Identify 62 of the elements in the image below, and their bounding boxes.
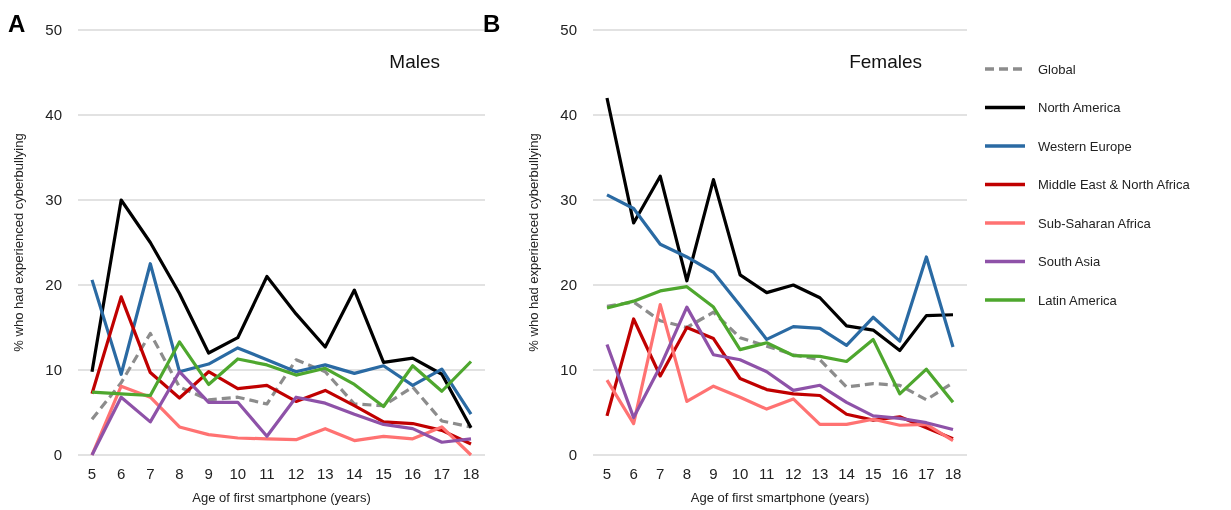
x-tick-label: 8 (175, 465, 184, 482)
x-tick-label: 6 (629, 465, 638, 482)
x-axis-title: Age of first smartphone (years) (690, 490, 870, 505)
y-tick-label: 50 (45, 21, 62, 39)
line-series (605, 193, 955, 349)
line-series (90, 262, 473, 416)
y-tick-label: 20 (560, 276, 577, 294)
legend-label: Middle East & North Africa (1038, 177, 1191, 193)
legend-label: Latin America (1038, 292, 1118, 308)
line-series (90, 370, 473, 457)
y-tick-label: 20 (45, 276, 62, 294)
x-tick-label: 7 (656, 465, 665, 482)
y-tick-label: 30 (560, 191, 577, 209)
x-tick-label: 13 (316, 465, 334, 482)
line-series (90, 295, 473, 446)
text: A (8, 10, 26, 37)
y-tick-label: 40 (45, 106, 62, 124)
x-tick-label: 18 (462, 465, 480, 482)
x-tick-label: 17 (433, 465, 451, 482)
x-tick-label: 17 (918, 465, 935, 482)
x-tick-label: 7 (146, 465, 155, 482)
x-tick-label: 13 (811, 465, 829, 482)
x-tick-label: 9 (204, 465, 213, 482)
x-tick-label: 11 (758, 465, 775, 482)
y-tick-label: 30 (45, 191, 62, 209)
annotation: B (483, 10, 501, 37)
y-tick-label: 10 (45, 361, 62, 379)
x-tick-label: 15 (375, 465, 392, 482)
y-tick-label: 50 (560, 21, 577, 39)
x-tick-label: 11 (259, 465, 275, 482)
legend-label: Western Europe (1038, 138, 1132, 154)
x-tick-label: 12 (784, 465, 802, 482)
y-tick-label: 10 (560, 361, 577, 379)
x-tick-label: 16 (404, 465, 422, 482)
y-tick-label: 0 (53, 446, 62, 464)
text: Females (849, 51, 922, 72)
x-tick-label: 14 (838, 465, 855, 482)
x-tick-label: 10 (731, 465, 749, 482)
legend-label: North America (1038, 100, 1122, 116)
line-series (90, 198, 473, 430)
x-tick-label: 14 (346, 465, 363, 482)
x-tick-label: 16 (891, 465, 909, 482)
x-tick-label: 15 (864, 465, 882, 482)
x-axis-title: Age of first smartphone (years) (192, 490, 371, 505)
y-tick-label: 0 (568, 446, 577, 464)
line-series (605, 96, 955, 353)
x-tick-label: 8 (682, 465, 692, 482)
y-axis-title: % who had experienced cyberbullying (526, 133, 541, 352)
x-tick-label: 12 (287, 465, 305, 482)
legend-label: Global (1038, 61, 1076, 77)
x-tick-label: 18 (944, 465, 962, 482)
line-series (90, 340, 473, 409)
x-tick-label: 6 (116, 465, 126, 482)
text: Males (389, 51, 440, 72)
x-tick-label: 9 (709, 465, 718, 482)
legend-label: South Asia (1038, 254, 1101, 270)
y-axis-title: % who had experienced cyberbullying (11, 133, 26, 352)
x-tick-label: 5 (87, 465, 97, 482)
x-tick-label: 10 (229, 465, 247, 482)
x-tick-label: 5 (602, 465, 612, 482)
legend-label: Sub-Saharan Africa (1038, 215, 1152, 231)
y-tick-label: 40 (560, 106, 577, 124)
